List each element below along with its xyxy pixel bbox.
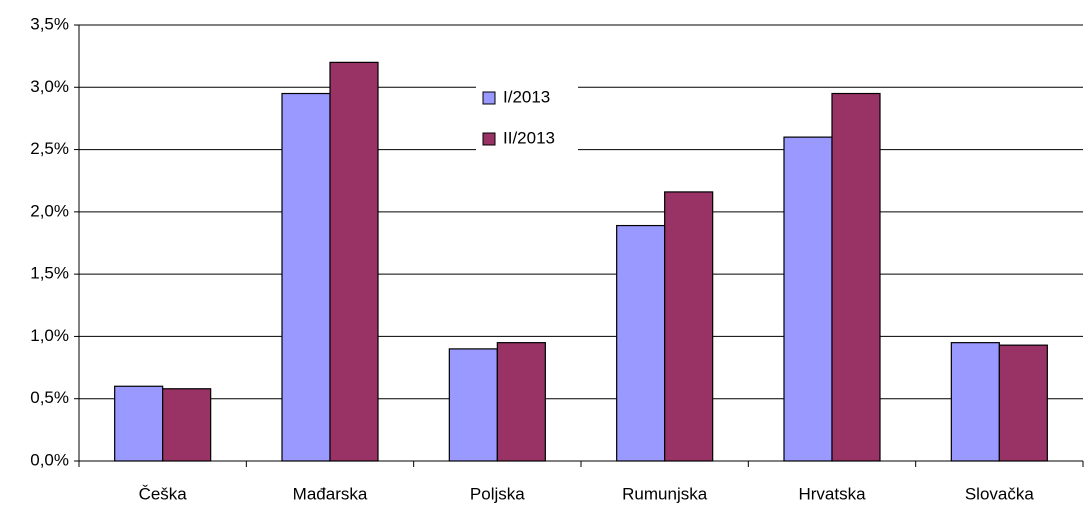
y-tick-label: 1,0% xyxy=(30,326,69,345)
bar xyxy=(329,61,379,462)
bar xyxy=(281,92,331,462)
bar xyxy=(998,344,1048,462)
legend-label: I/2013 xyxy=(503,87,550,106)
x-tick-label: Češka xyxy=(139,484,188,503)
bar xyxy=(162,388,212,462)
bar xyxy=(664,191,714,462)
bar xyxy=(831,92,881,462)
x-tick-label: Hrvatska xyxy=(798,484,866,503)
y-tick-label: 2,5% xyxy=(30,139,69,158)
y-tick-label: 3,0% xyxy=(30,77,69,96)
bar xyxy=(448,348,498,462)
x-tick-label: Slovačka xyxy=(965,484,1035,503)
legend-label: II/2013 xyxy=(503,128,555,147)
y-tick-label: 2,0% xyxy=(30,201,69,220)
bar xyxy=(783,136,833,462)
bar xyxy=(950,342,1000,462)
legend-swatch xyxy=(482,132,496,146)
y-tick-label: 0,0% xyxy=(30,450,69,469)
bar xyxy=(496,342,546,462)
x-tick-label: Rumunjska xyxy=(622,484,708,503)
y-tick-label: 3,5% xyxy=(30,14,69,33)
legend-swatch xyxy=(482,91,496,105)
x-tick-label: Mađarska xyxy=(293,484,368,503)
y-tick-label: 1,5% xyxy=(30,264,69,283)
x-tick-label: Poljska xyxy=(470,484,525,503)
y-tick-label: 0,5% xyxy=(30,388,69,407)
legend: I/2013 II/2013 xyxy=(476,78,578,156)
bar xyxy=(616,224,666,462)
bar xyxy=(114,385,164,462)
